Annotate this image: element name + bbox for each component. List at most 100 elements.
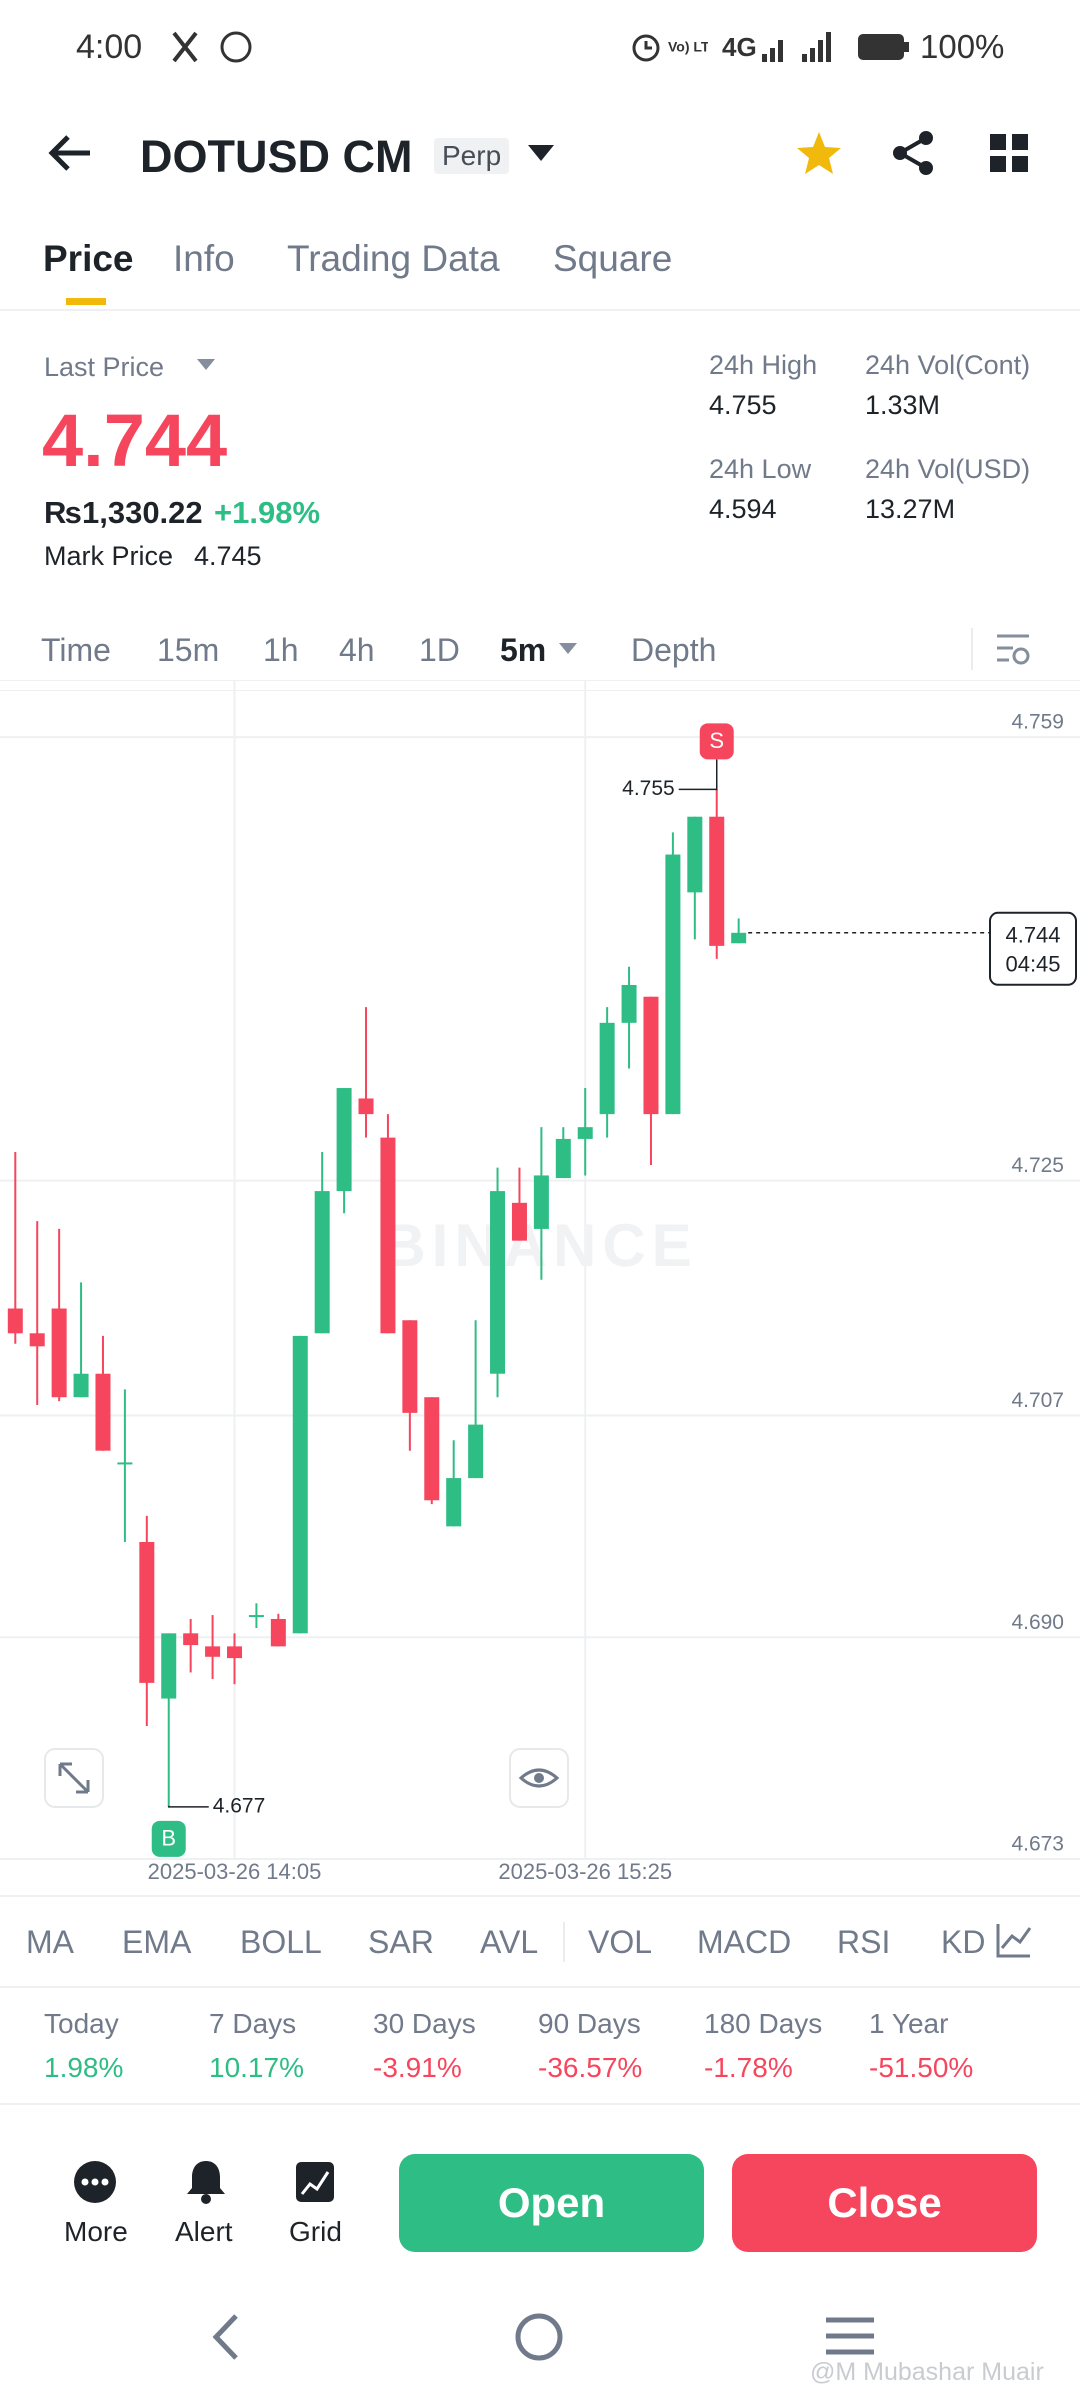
separator xyxy=(563,1922,565,1962)
y-tick-label: 4.673 xyxy=(1011,1833,1064,1856)
candle-body xyxy=(643,996,659,1115)
period: 90 Days xyxy=(538,2008,641,2039)
candle-body xyxy=(490,1191,506,1374)
indicator[interactable]: MA xyxy=(26,1924,74,1960)
action-label[interactable]: Alert xyxy=(175,2216,233,2247)
local-price: ₨1,330.22 xyxy=(44,495,203,530)
y-tick-label: 4.725 xyxy=(1011,1154,1064,1177)
tab[interactable]: Square xyxy=(553,238,673,279)
sell-badge xyxy=(699,723,734,760)
separator xyxy=(971,628,973,670)
fullscreen-button[interactable] xyxy=(44,1748,104,1808)
candle-body xyxy=(205,1646,221,1657)
alarm-icon: Vo) LTE2 xyxy=(632,34,708,62)
x-icon xyxy=(172,31,198,63)
mark-price-label: Mark Price xyxy=(44,541,174,571)
divider xyxy=(0,309,1080,311)
interval[interactable]: 1D xyxy=(419,632,460,668)
candle-body xyxy=(51,1308,67,1398)
candle-body xyxy=(29,1333,45,1347)
period: 30 Days xyxy=(373,2008,476,2039)
candle-body xyxy=(731,932,747,944)
network: 4G xyxy=(722,32,757,62)
tab[interactable]: Info xyxy=(173,238,235,279)
period-change: 1.98% xyxy=(44,2052,124,2083)
period: 180 Days xyxy=(704,2008,823,2039)
period: 1 Year xyxy=(869,2008,949,2039)
indicator[interactable]: BOLL xyxy=(240,1924,322,1960)
alert-icon[interactable] xyxy=(184,2158,228,2204)
nav-menu[interactable] xyxy=(824,2314,876,2358)
svg-text:Vo) LTE2: Vo) LTE2 xyxy=(668,39,708,55)
candle-body xyxy=(336,1088,352,1192)
indicator[interactable]: EMA xyxy=(122,1924,192,1960)
chart-settings[interactable] xyxy=(995,632,1031,668)
divider xyxy=(0,1895,1080,1897)
symbol[interactable]: DOTUSD CM xyxy=(140,131,413,182)
indicator[interactable]: MACD xyxy=(697,1924,792,1960)
last-price-label: 4.744 xyxy=(1005,923,1060,948)
indicator[interactable]: SAR xyxy=(368,1924,434,1960)
candle-body xyxy=(358,1098,374,1115)
candle-body xyxy=(292,1335,308,1634)
low-marker-label: 4.677 xyxy=(213,1794,266,1817)
indicator-settings[interactable] xyxy=(994,1920,1034,1960)
period: Today xyxy=(44,2008,119,2039)
candle-body xyxy=(314,1191,330,1334)
high-marker-line xyxy=(678,759,718,791)
status-time: 4:00 xyxy=(76,28,143,66)
period-change: -51.50% xyxy=(869,2052,974,2083)
interval-dropdown[interactable] xyxy=(558,642,578,656)
status-icons xyxy=(172,31,252,63)
interval[interactable]: Depth xyxy=(631,632,717,668)
candle-body xyxy=(621,984,637,1023)
interval[interactable]: 15m xyxy=(157,632,220,668)
nav-back[interactable] xyxy=(206,2312,246,2362)
favorite-star[interactable] xyxy=(796,130,842,176)
period-change: -3.91% xyxy=(373,2052,462,2083)
period-change: -36.57% xyxy=(538,2052,643,2083)
indicator[interactable]: AVL xyxy=(480,1924,539,1960)
close-button[interactable]: Close xyxy=(732,2154,1037,2252)
candle-body xyxy=(95,1373,111,1451)
tab-indicator xyxy=(66,298,106,305)
buy-badge-text: B xyxy=(161,1826,176,1851)
interval[interactable]: 4h xyxy=(339,632,375,668)
interval[interactable]: 1h xyxy=(263,632,299,668)
nav-home[interactable] xyxy=(514,2312,564,2362)
x-tick-label: 2025-03-26 14:05 xyxy=(148,1859,322,1884)
share-button[interactable] xyxy=(890,130,936,176)
candle-body xyxy=(380,1137,396,1334)
action-label[interactable]: Grid xyxy=(289,2216,342,2247)
candle-body xyxy=(7,1308,23,1334)
candle-body xyxy=(248,1615,264,1618)
interval-selected[interactable]: 5m xyxy=(500,632,547,668)
indicator[interactable]: RSI xyxy=(837,1924,891,1960)
interval[interactable]: Time xyxy=(41,632,111,668)
countdown: 04:45 xyxy=(1005,952,1060,977)
back-button[interactable] xyxy=(46,132,94,174)
tab[interactable]: Trading Data xyxy=(287,238,500,279)
candle-body xyxy=(468,1424,484,1479)
tab[interactable]: Price xyxy=(43,238,134,279)
battery-icon xyxy=(858,34,909,60)
symbol-dropdown[interactable] xyxy=(526,143,556,163)
stat-value: 13.27M xyxy=(865,494,956,524)
indicator[interactable]: VOL xyxy=(588,1924,653,1960)
label-dropdown[interactable] xyxy=(196,358,216,372)
stat-label: 24h High xyxy=(709,350,818,380)
candle-body xyxy=(424,1397,440,1501)
candle-body xyxy=(687,816,703,893)
candle-body xyxy=(555,1138,571,1179)
candle-body xyxy=(511,1202,527,1241)
layout-button[interactable] xyxy=(990,134,1030,174)
period: 7 Days xyxy=(209,2008,297,2039)
more-icon[interactable] xyxy=(73,2160,117,2204)
open-button[interactable]: Open xyxy=(399,2154,704,2252)
high-marker-label: 4.755 xyxy=(622,777,675,800)
indicator[interactable]: KD xyxy=(941,1924,986,1960)
grid-icon[interactable] xyxy=(294,2160,336,2204)
visibility-button[interactable] xyxy=(509,1748,569,1808)
action-label[interactable]: More xyxy=(64,2216,128,2247)
